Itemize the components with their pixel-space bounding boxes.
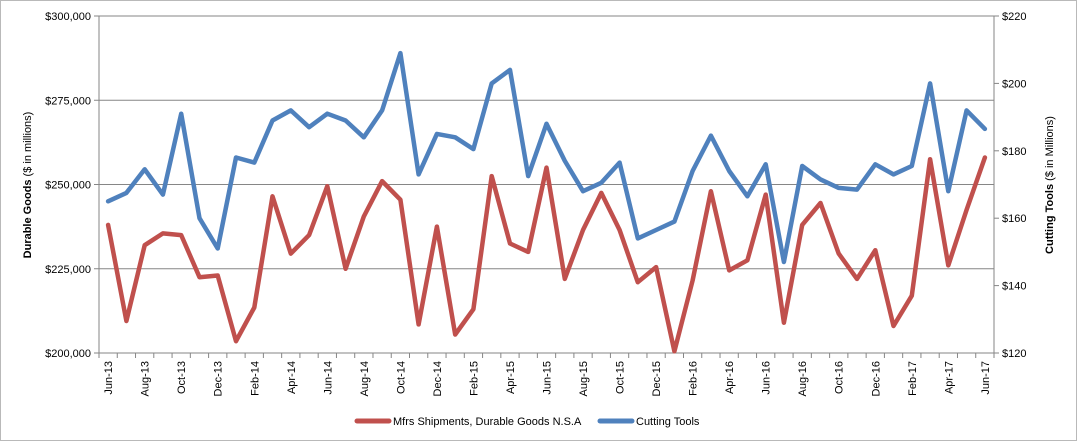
x-tick-label: Apr-15 bbox=[505, 361, 517, 394]
x-tick-label: Jun-13 bbox=[103, 361, 115, 395]
x-tick-label: Feb-17 bbox=[907, 361, 919, 396]
x-tick-label: Oct-15 bbox=[615, 361, 627, 394]
x-tick-label: Feb-15 bbox=[468, 361, 480, 396]
legend: Mfrs Shipments, Durable Goods N.S.A Cutt… bbox=[354, 416, 700, 428]
left-axis-ticks: $200,000 $225,000 $250,000 $275,000 $300,000 bbox=[45, 11, 99, 360]
x-tick-label: Feb-14 bbox=[249, 361, 261, 396]
x-tick-label: Aug-13 bbox=[140, 361, 152, 396]
series-line-cutting-tools bbox=[105, 50, 988, 265]
right-tick-label: $180 bbox=[1002, 146, 1026, 158]
x-tick-label: Jun-16 bbox=[761, 361, 773, 395]
x-tick-label: Apr-16 bbox=[724, 361, 736, 394]
right-axis-title: Cutting Tools ($ in Millions) bbox=[1044, 116, 1056, 254]
x-tick-label: Apr-17 bbox=[943, 361, 955, 394]
right-tick-label: $160 bbox=[1002, 213, 1026, 225]
left-tick-label: $250,000 bbox=[45, 180, 91, 192]
right-tick-label: $120 bbox=[1002, 348, 1026, 360]
legend-item-durable-goods: Mfrs Shipments, Durable Goods N.S.A bbox=[354, 416, 582, 428]
left-axis-title: Durable Goods ($ in millions) bbox=[22, 112, 34, 259]
series-line-durable-goods bbox=[105, 155, 988, 354]
right-tick-label: $220 bbox=[1002, 11, 1026, 23]
right-tick-label: $140 bbox=[1002, 281, 1026, 293]
x-tick-label: Dec-14 bbox=[432, 361, 444, 396]
x-tick-label: Dec-16 bbox=[870, 361, 882, 396]
legend-label-cutting-tools: Cutting Tools bbox=[636, 416, 700, 428]
x-tick-label: Oct-13 bbox=[176, 361, 188, 394]
x-tick-label: Dec-13 bbox=[213, 361, 225, 396]
left-tick-label: $225,000 bbox=[45, 264, 91, 276]
left-tick-label: $200,000 bbox=[45, 348, 91, 360]
right-axis-ticks: $120 $140 $160 $180 $200 $220 bbox=[994, 11, 1026, 360]
x-tick-label: Apr-14 bbox=[286, 361, 298, 394]
x-axis-ticks: Jun-13 Aug-13 Oct-13 Dec-13 Feb-14 Apr-14 Jun-… bbox=[98, 353, 995, 396]
x-tick-label: Jun-15 bbox=[542, 361, 554, 395]
legend-item-cutting-tools: Cutting Tools bbox=[597, 416, 700, 428]
series-lines bbox=[105, 50, 988, 354]
x-tick-label: Aug-14 bbox=[359, 361, 371, 396]
x-tick-label: Oct-16 bbox=[834, 361, 846, 394]
x-tick-label: Feb-16 bbox=[688, 361, 700, 396]
right-tick-label: $200 bbox=[1002, 78, 1026, 90]
x-tick-label: Oct-14 bbox=[395, 361, 407, 394]
x-tick-label: Jun-17 bbox=[980, 361, 992, 395]
legend-label-durable-goods: Mfrs Shipments, Durable Goods N.S.A bbox=[393, 416, 582, 428]
left-tick-label: $300,000 bbox=[45, 11, 91, 23]
left-tick-label: $275,000 bbox=[45, 95, 91, 107]
x-tick-label: Dec-15 bbox=[651, 361, 663, 396]
x-tick-label: Aug-16 bbox=[797, 361, 809, 396]
x-tick-label: Aug-15 bbox=[578, 361, 590, 396]
x-tick-label: Jun-14 bbox=[322, 361, 334, 395]
